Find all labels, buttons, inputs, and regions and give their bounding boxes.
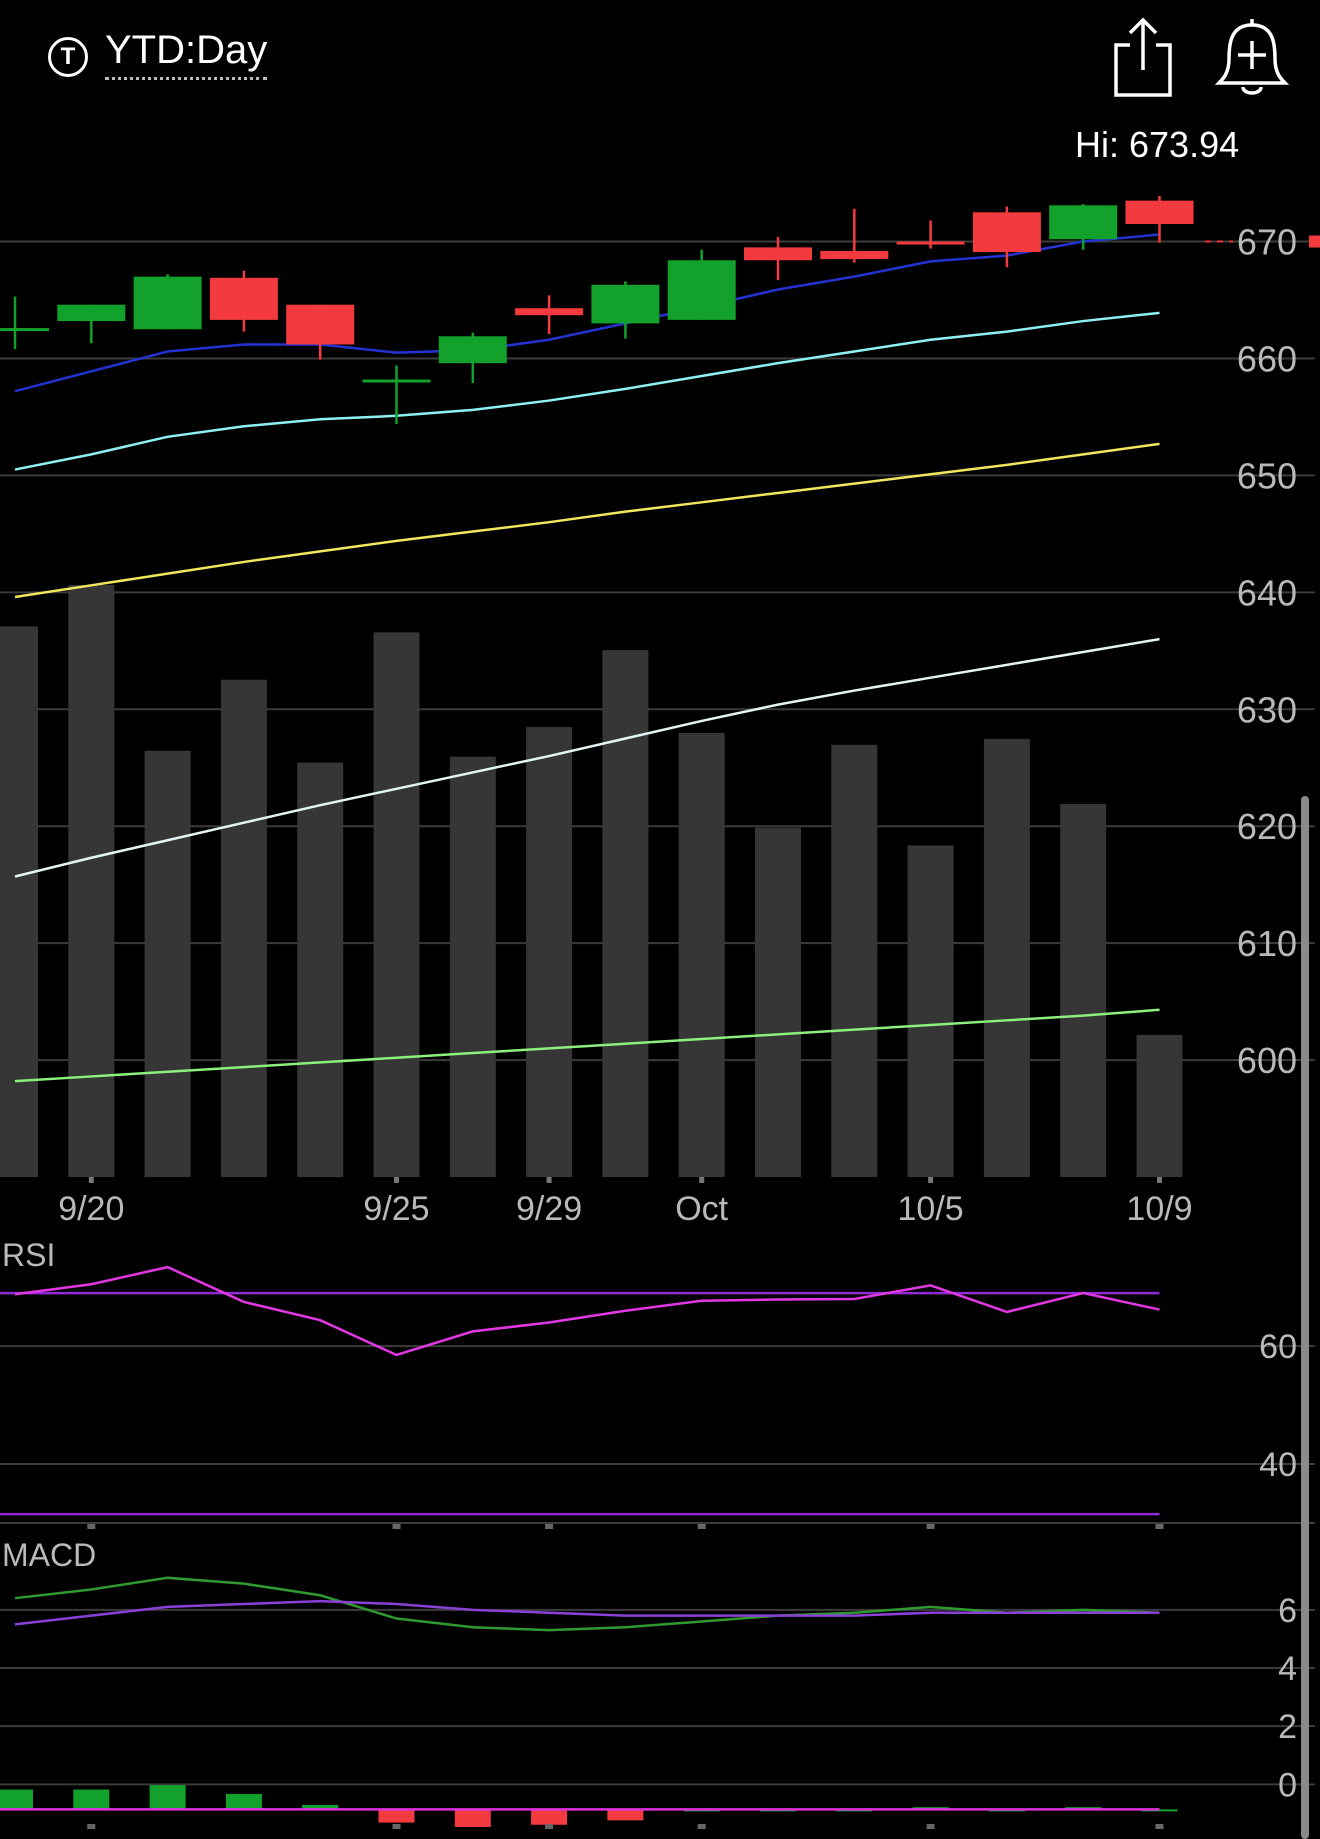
- macd-tick-label: 4: [1278, 1650, 1297, 1688]
- add-alert-bell-icon: [1214, 19, 1290, 95]
- volume-bar: [220, 679, 267, 1177]
- macd-histogram-bar: [378, 1809, 415, 1823]
- macd-histogram-bar: [454, 1809, 491, 1827]
- macd-histogram-bar: [225, 1793, 262, 1810]
- candle-body: [744, 247, 812, 261]
- x-tick-label: 9/20: [58, 1190, 124, 1228]
- macd-series-line: [14, 1599, 1160, 1626]
- candle-body: [286, 304, 355, 345]
- rsi-line: [14, 1265, 1160, 1357]
- rsi-tick-label: 40: [1259, 1446, 1297, 1484]
- price-tick-label: 640: [1237, 572, 1297, 613]
- candle-body: [820, 250, 889, 260]
- candle-body: [362, 379, 431, 383]
- add-alert-button[interactable]: [1214, 15, 1290, 97]
- volume-bar: [1060, 804, 1107, 1177]
- x-tick-label: 10/9: [1126, 1190, 1192, 1228]
- moving-average-line: [14, 637, 1160, 878]
- moving-average-line: [14, 233, 1160, 393]
- price-tick-label: 660: [1237, 338, 1297, 379]
- x-tick-label: 9/25: [363, 1190, 429, 1228]
- macd-tick-mark: [392, 1824, 401, 1829]
- rsi-tick-mark: [926, 1524, 935, 1529]
- scrollbar[interactable]: [1301, 796, 1309, 1839]
- x-tick-label: 10/5: [898, 1190, 964, 1228]
- macd-tick-mark: [926, 1824, 935, 1829]
- macd-tick-mark: [545, 1824, 554, 1829]
- volume-bar: [755, 827, 801, 1177]
- candle-body: [515, 308, 584, 316]
- volume-bar: [678, 733, 725, 1177]
- rsi-tick-mark: [1155, 1524, 1164, 1529]
- candle-body: [1049, 205, 1118, 240]
- macd-tick-label: 6: [1278, 1592, 1297, 1630]
- macd-histogram-bar: [531, 1809, 568, 1825]
- price-tick-label: 630: [1237, 689, 1297, 730]
- candle-body: [896, 241, 965, 245]
- rsi-tick-label: 60: [1259, 1328, 1297, 1366]
- candle-body: [438, 336, 507, 364]
- candle-body: [133, 276, 202, 330]
- candle-body: [209, 277, 278, 320]
- chart-header: T YTD:Day Hi: 673.94: [0, 0, 1320, 165]
- macd-histogram-bar: [607, 1809, 644, 1821]
- volume-bar: [144, 750, 191, 1177]
- timeframe-selector[interactable]: YTD:Day: [105, 28, 268, 80]
- rsi-tick-mark: [697, 1524, 706, 1529]
- volume-bar: [0, 626, 38, 1177]
- volume-bar: [983, 738, 1030, 1177]
- macd-tick-label: 2: [1278, 1708, 1297, 1746]
- volume-bar: [68, 585, 115, 1177]
- x-tick-label: 9/29: [516, 1190, 582, 1228]
- moving-average-line: [14, 311, 1160, 471]
- share-button[interactable]: [1110, 15, 1176, 97]
- candle-body: [667, 260, 736, 320]
- volume-bar: [373, 632, 420, 1177]
- candle-body: [0, 328, 49, 332]
- volume-bar: [297, 762, 344, 1177]
- last-price-marker: [1309, 235, 1320, 248]
- macd-tick-mark: [1155, 1824, 1164, 1829]
- price-tick-label: 620: [1237, 806, 1297, 847]
- volume-bar: [449, 756, 496, 1177]
- moving-average-line: [14, 442, 1160, 599]
- macd-histogram-bar: [0, 1789, 33, 1810]
- candle-body: [1125, 200, 1194, 225]
- volume-bar: [526, 727, 573, 1177]
- macd-title: MACD: [2, 1537, 96, 1573]
- price-tick-label: 670: [1237, 222, 1297, 263]
- volume-bar: [831, 744, 878, 1177]
- price-tick-label: 610: [1237, 923, 1297, 964]
- rsi-tick-mark: [87, 1524, 96, 1529]
- macd-tick-label: 0: [1278, 1766, 1297, 1804]
- macd-histogram-bar: [149, 1785, 186, 1810]
- macd-tick-mark: [697, 1824, 706, 1829]
- price-tick-label: 600: [1237, 1040, 1297, 1081]
- rsi-tick-mark: [392, 1524, 401, 1529]
- volume-bar: [1136, 1034, 1183, 1177]
- candle-body: [591, 284, 660, 324]
- macd-series-line: [14, 1576, 1160, 1632]
- macd-tick-mark: [87, 1824, 96, 1829]
- macd-histogram-bar: [302, 1804, 339, 1810]
- moving-average-line: [14, 1008, 1160, 1083]
- rsi-title: RSI: [2, 1237, 55, 1273]
- macd-histogram-bar: [73, 1789, 110, 1810]
- high-price-label: Hi: 673.94: [1075, 124, 1240, 165]
- candle-body: [57, 304, 126, 322]
- candle-body: [972, 212, 1041, 253]
- timeframe-icon[interactable]: T: [48, 37, 88, 77]
- volume-bar: [907, 845, 954, 1177]
- share-icon: [1114, 17, 1172, 97]
- x-tick-label: Oct: [675, 1190, 728, 1228]
- volume-bar: [602, 650, 649, 1177]
- price-tick-label: 650: [1237, 455, 1297, 496]
- rsi-tick-mark: [545, 1524, 554, 1529]
